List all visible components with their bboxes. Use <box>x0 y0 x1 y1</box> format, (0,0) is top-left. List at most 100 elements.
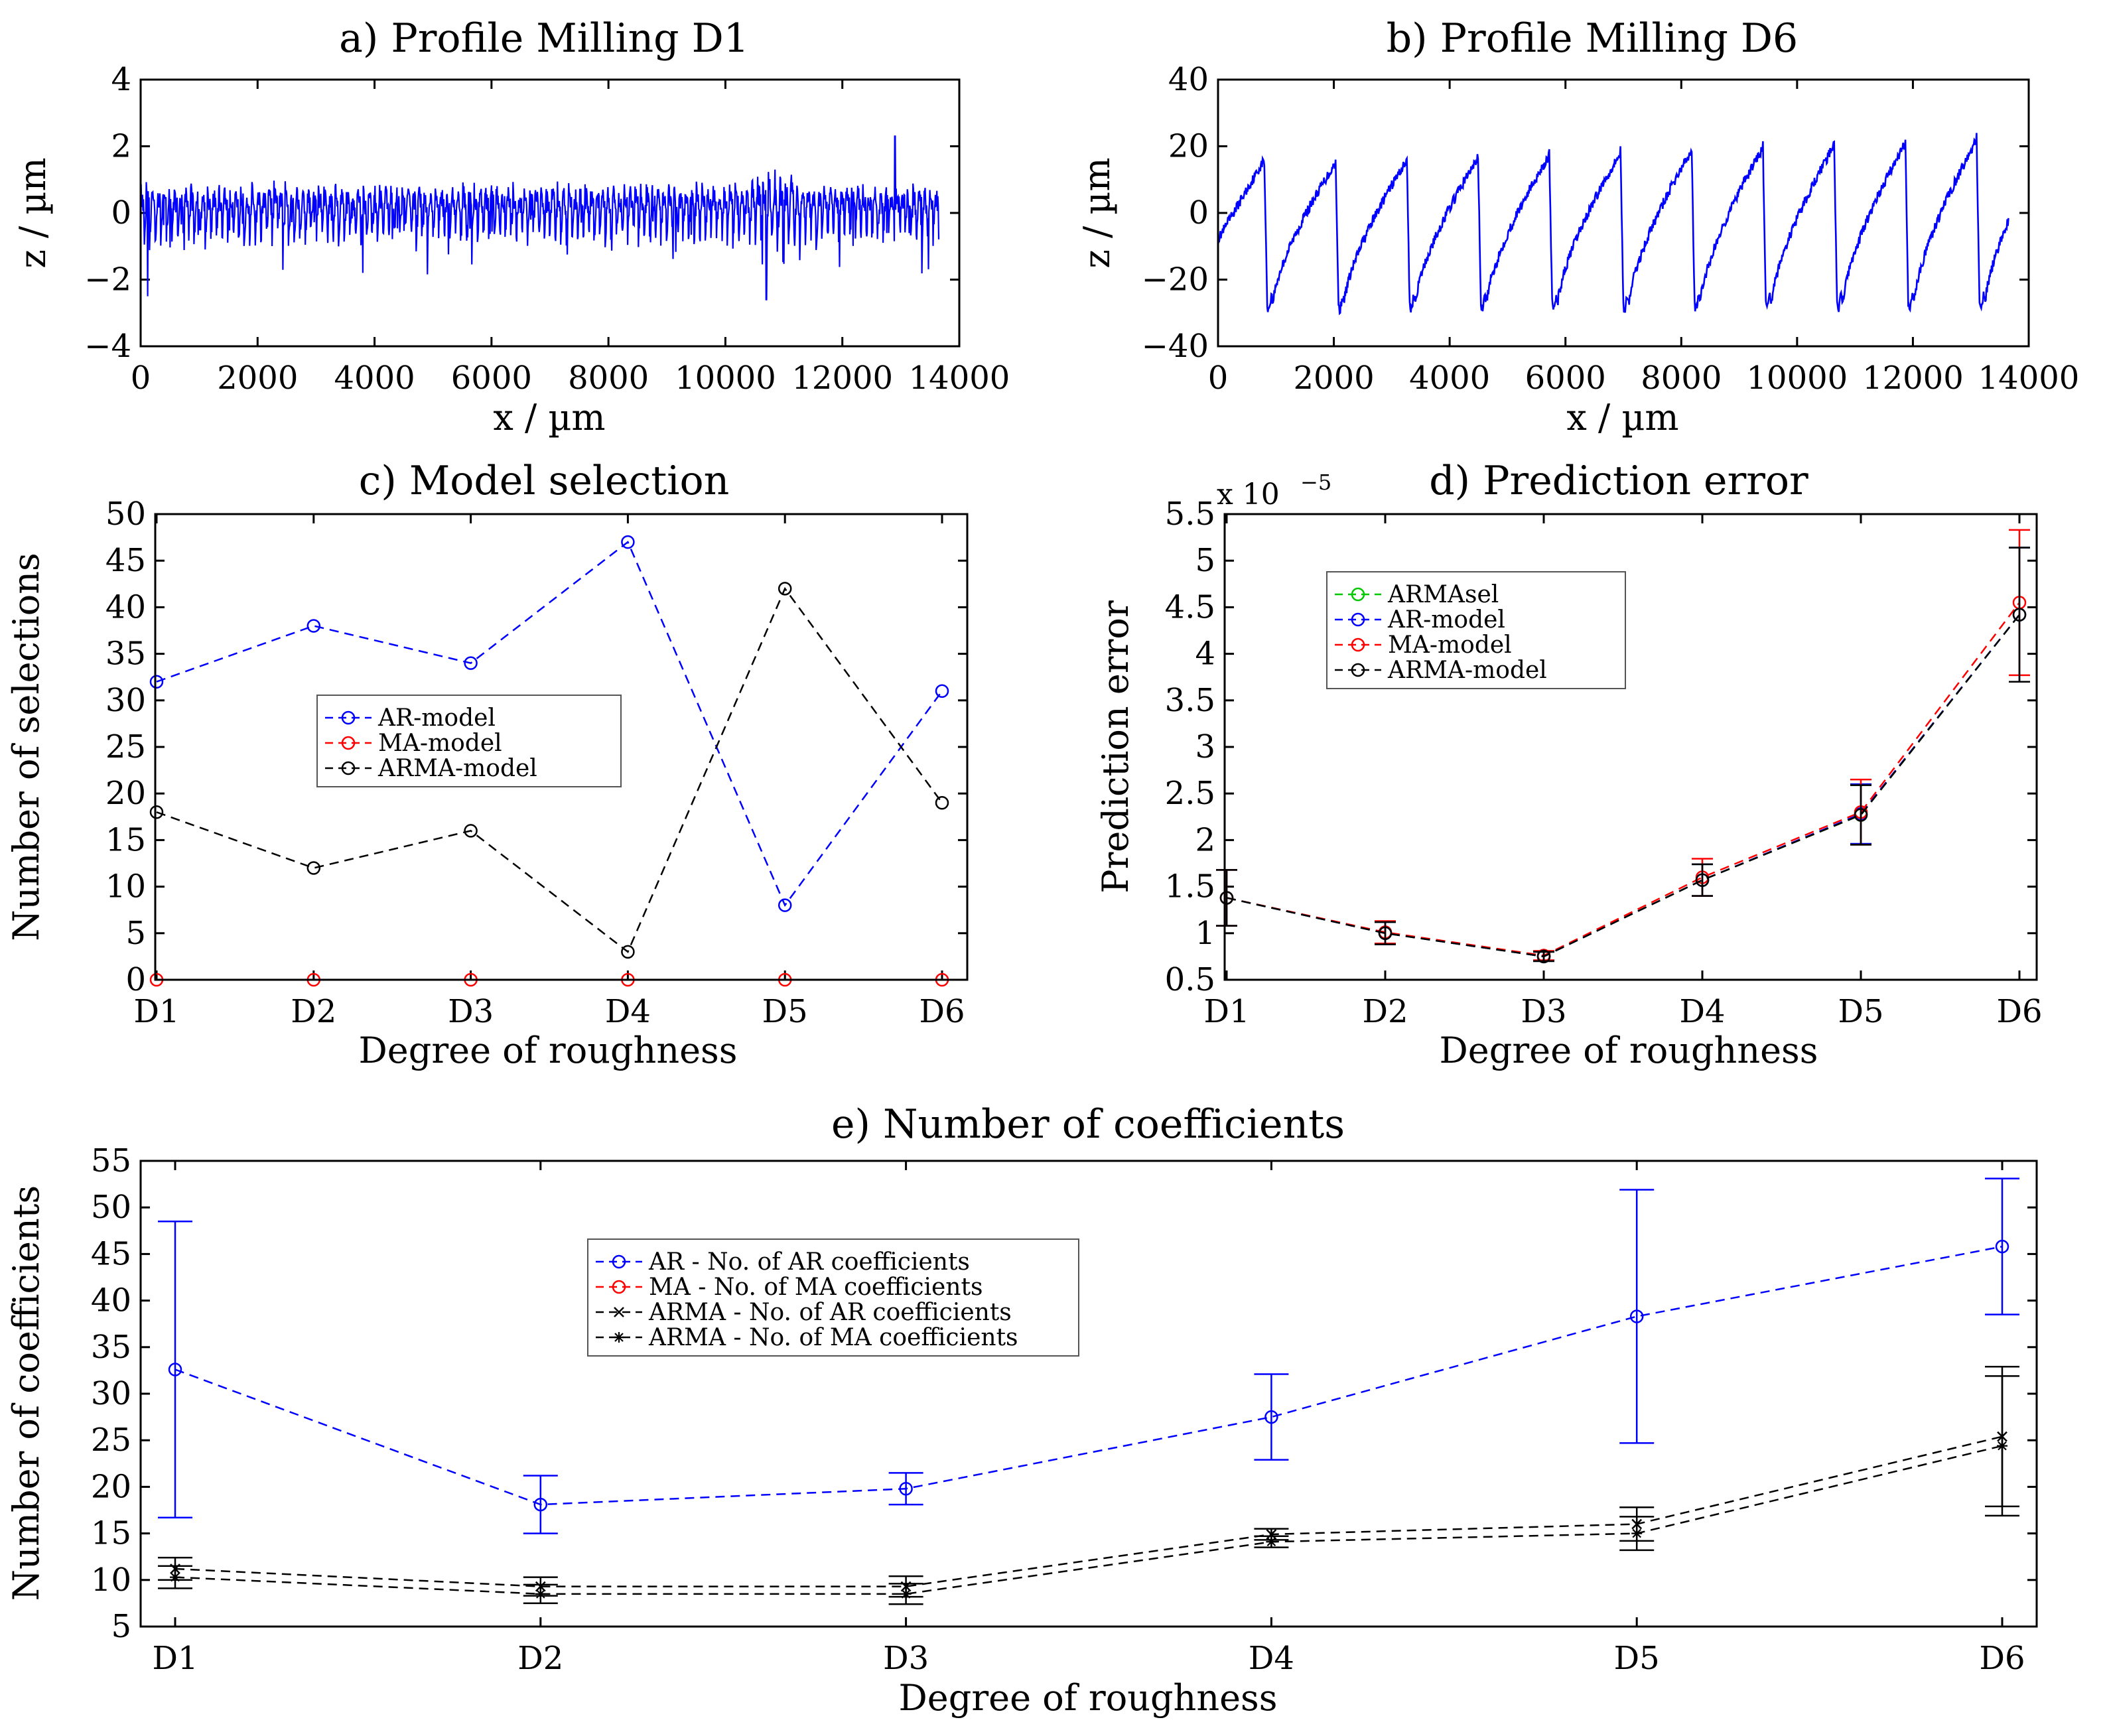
panel-e-y-label: Number of coefficients <box>5 1185 47 1601</box>
y-tick-label: 50 <box>91 1189 131 1226</box>
panel-a-x-label: x / µm <box>493 397 605 438</box>
legend-label: ARMA-model <box>1387 657 1547 684</box>
legend-entry: ARMA-model <box>325 755 537 782</box>
data-point <box>1995 1239 2009 1254</box>
data-point <box>306 861 321 875</box>
data-point <box>1266 1529 1277 1540</box>
data-point <box>2012 608 2027 622</box>
data-point <box>168 1363 182 1376</box>
x-tick-label: D2 <box>1362 993 1408 1030</box>
panel-a-axes-frame <box>139 78 961 348</box>
x-tick-label: 12000 <box>1862 360 1964 397</box>
legend-label: ARMA - No. of AR coefficients <box>648 1299 1012 1326</box>
y-tick-label: 4.5 <box>1165 588 1215 626</box>
x-tick-label: D2 <box>517 1640 563 1677</box>
series-arma-model <box>149 582 949 959</box>
y-tick-label: 2 <box>111 128 131 165</box>
y-tick-label: 20 <box>105 775 146 812</box>
data-point <box>1695 873 1710 888</box>
data-point <box>935 684 949 699</box>
panel-d-prediction-error: d) Prediction error x 10 −5 5.5 5 4.5 4 3.5 3… <box>1095 458 2043 1071</box>
x-tick-label: 14000 <box>1978 360 2080 397</box>
error-bar <box>1533 951 1554 963</box>
panel-d-xticks: D1 D2 D3 D4 D5 D6 <box>1203 514 2043 1030</box>
legend-marker <box>1351 663 1365 677</box>
data-point <box>1264 1410 1278 1424</box>
legend-entry: MA-model <box>325 730 502 757</box>
data-point <box>1631 1528 1643 1539</box>
data-point <box>778 582 792 596</box>
x-tick-label: D3 <box>1521 993 1566 1030</box>
y-tick-label: 15 <box>91 1515 131 1552</box>
legend-label: AR - No. of AR coefficients <box>648 1248 970 1276</box>
x-tick-label: D1 <box>1203 993 1249 1030</box>
legend-label: MA-model <box>1388 632 1512 659</box>
y-tick-label: 5 <box>1195 542 1215 579</box>
y-tick-label: 20 <box>1168 128 1209 165</box>
y-tick-label: 25 <box>91 1422 131 1459</box>
data-point <box>778 898 792 912</box>
y-tick-label: −4 <box>84 328 131 365</box>
series-line <box>174 1245 2003 1506</box>
data-point <box>1219 891 1234 905</box>
panel-e-number-of-coefficients: e) Number of coefficients 55 50 45 40 35 30 25… <box>5 1101 2038 1719</box>
panel-a-title: a) Profile Milling D1 <box>339 15 749 62</box>
legend-entry: ARMA - No. of MA coefficients <box>596 1324 1018 1351</box>
panel-a-plot-area <box>139 135 940 300</box>
x-tick-label: 10000 <box>675 360 776 397</box>
x-tick-label: 4000 <box>1409 360 1490 397</box>
x-tick-label: 12000 <box>791 360 893 397</box>
y-tick-label: −2 <box>84 261 131 299</box>
y-tick-label: 4 <box>1195 635 1215 673</box>
y-tick-label: 1 <box>1195 915 1215 952</box>
panel-c-xticks: D1 D2 D3 D4 D5 D6 <box>133 514 965 1030</box>
legend-marker <box>1351 587 1365 602</box>
profile-d6-line <box>1217 133 2009 316</box>
series-line <box>174 1445 2003 1595</box>
y-tick-label: 15 <box>105 821 146 858</box>
error-bar <box>1375 921 1396 945</box>
panel-c-x-label: Degree of roughness <box>359 1030 738 1071</box>
data-point <box>1997 1440 2007 1451</box>
y-tick-label: 3.5 <box>1165 682 1215 719</box>
legend-entry: ARMA - No. of AR coefficients <box>596 1299 1012 1326</box>
panel-e-plot-area <box>158 1177 2019 1605</box>
y-tick-label: 55 <box>91 1142 131 1179</box>
panel-e-axes-frame <box>139 1160 2038 1628</box>
y-tick-label: 5.5 <box>1165 496 1215 533</box>
x-tick-label: 0 <box>1208 360 1229 397</box>
y-tick-label: 35 <box>105 635 146 673</box>
error-bar <box>1692 863 1713 897</box>
legend-marker <box>612 1280 626 1294</box>
series-line <box>156 541 943 907</box>
x-tick-label: D3 <box>883 1640 929 1677</box>
error-bar <box>888 1472 923 1506</box>
data-point <box>621 945 635 959</box>
y-tick-label: 10 <box>91 1562 131 1599</box>
panel-b-y-label: z / µm <box>1076 157 1118 268</box>
y-tick-label: 1.5 <box>1165 868 1215 905</box>
error-bar <box>523 1475 558 1534</box>
series-line <box>156 586 943 953</box>
legend-marker <box>614 1307 624 1317</box>
panel-d-exponent: −5 <box>1300 470 1331 495</box>
data-point <box>533 1497 548 1512</box>
data-point <box>535 1588 546 1599</box>
legend-entry: ARMAsel <box>1335 581 1499 608</box>
panel-d-yticks: 5.5 5 4.5 4 3.5 3 2.5 2 1.5 1 0.5 <box>1165 496 2037 998</box>
x-tick-label: 8000 <box>568 360 649 397</box>
panel-d-axes-frame <box>1223 513 2038 981</box>
x-tick-label: D5 <box>762 993 808 1030</box>
error-bar <box>1254 1373 1289 1461</box>
legend-label: ARMA-model <box>377 755 537 782</box>
panel-e-yticks: 55 50 45 40 35 30 25 20 15 10 5 <box>91 1142 2037 1645</box>
y-tick-label: 45 <box>105 542 146 579</box>
y-tick-label: 10 <box>105 868 146 905</box>
x-tick-label: D1 <box>152 1640 198 1677</box>
panel-e-x-label: Degree of roughness <box>899 1677 1278 1719</box>
panel-a-yticks: 4 2 0 −2 −4 <box>84 61 959 365</box>
x-tick-label: 6000 <box>1525 360 1606 397</box>
data-point <box>621 535 635 549</box>
